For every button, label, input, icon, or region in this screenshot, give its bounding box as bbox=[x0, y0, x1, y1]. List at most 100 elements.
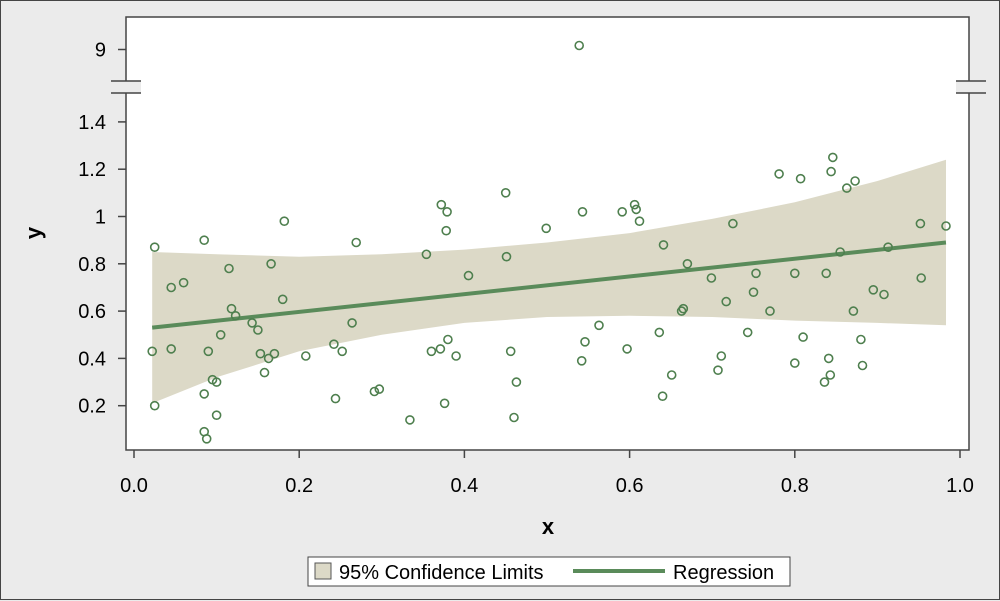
y-tick-label: 1 bbox=[95, 207, 106, 229]
data-point bbox=[501, 251, 512, 262]
x-tick-label: 1.0 bbox=[946, 475, 974, 497]
data-point bbox=[269, 348, 280, 359]
data-point bbox=[594, 320, 604, 331]
data-point bbox=[149, 400, 160, 411]
data-point bbox=[351, 237, 362, 248]
y-tick-label: 1.2 bbox=[78, 159, 106, 181]
confidence-band bbox=[152, 159, 946, 404]
data-point bbox=[374, 384, 385, 394]
y-tick-label: 0.8 bbox=[78, 254, 106, 276]
legend-label-confidence: 95% Confidence Limits bbox=[339, 562, 544, 584]
data-point bbox=[728, 218, 738, 229]
data-point bbox=[436, 199, 447, 210]
confidence-band-layer bbox=[152, 159, 946, 404]
data-point bbox=[439, 398, 450, 409]
data-point bbox=[819, 377, 830, 387]
scatter-points-layer bbox=[147, 40, 951, 444]
data-point bbox=[253, 325, 263, 335]
data-point bbox=[178, 277, 189, 288]
data-point bbox=[199, 235, 209, 245]
data-point bbox=[369, 386, 380, 397]
x-axis-label: x bbox=[542, 514, 555, 539]
data-point bbox=[879, 289, 889, 300]
x-tick-label: 0.4 bbox=[450, 475, 478, 497]
data-point bbox=[576, 355, 587, 366]
data-point bbox=[774, 169, 784, 179]
data-point bbox=[337, 346, 348, 357]
data-point bbox=[622, 344, 632, 354]
data-point bbox=[441, 225, 452, 236]
data-point bbox=[263, 353, 274, 364]
data-point bbox=[856, 334, 866, 345]
data-point bbox=[666, 370, 677, 380]
legend: 95% Confidence Limits Regression bbox=[307, 556, 791, 587]
data-point bbox=[682, 258, 693, 269]
data-point bbox=[657, 391, 668, 402]
y-tick-label: 0.2 bbox=[78, 396, 106, 418]
legend-swatch-confidence bbox=[314, 562, 332, 580]
data-point bbox=[463, 270, 474, 281]
data-point bbox=[742, 327, 753, 338]
x-tick-label: 0.2 bbox=[285, 475, 313, 497]
data-point bbox=[574, 40, 585, 51]
data-point bbox=[259, 367, 270, 378]
data-point bbox=[166, 344, 176, 354]
data-point bbox=[329, 339, 339, 350]
data-point bbox=[716, 351, 727, 361]
data-point bbox=[765, 306, 775, 316]
data-point bbox=[823, 353, 834, 364]
data-point bbox=[850, 176, 860, 186]
y-axis-label: y bbox=[21, 226, 46, 239]
data-point bbox=[827, 152, 838, 163]
data-point bbox=[713, 365, 723, 376]
data-point bbox=[300, 351, 311, 361]
data-point bbox=[795, 173, 806, 184]
data-point bbox=[580, 336, 590, 347]
data-point bbox=[347, 318, 357, 328]
data-point bbox=[629, 199, 640, 210]
y-tick-label: 0.6 bbox=[78, 301, 106, 323]
data-point bbox=[211, 377, 222, 387]
data-point bbox=[821, 268, 832, 279]
data-point bbox=[230, 310, 241, 321]
axis-break-gap-right bbox=[956, 81, 986, 93]
data-point bbox=[421, 249, 432, 260]
data-point bbox=[617, 207, 628, 217]
data-point bbox=[255, 348, 266, 359]
y-tick-label: 0.4 bbox=[78, 348, 106, 370]
x-tick-label: 0.8 bbox=[781, 475, 809, 497]
data-point bbox=[211, 410, 222, 421]
data-point bbox=[405, 415, 415, 425]
data-point bbox=[916, 273, 927, 283]
data-point bbox=[706, 273, 717, 283]
data-point bbox=[451, 351, 461, 361]
data-point bbox=[676, 306, 687, 316]
data-point bbox=[835, 247, 846, 257]
data-point bbox=[426, 346, 437, 357]
data-point bbox=[658, 240, 669, 250]
data-point bbox=[883, 242, 893, 252]
data-point bbox=[941, 221, 951, 231]
regression-line bbox=[151, 240, 947, 330]
data-point bbox=[826, 166, 836, 177]
legend-box bbox=[307, 556, 791, 587]
data-point bbox=[848, 306, 859, 316]
data-point bbox=[857, 360, 868, 371]
data-point bbox=[509, 412, 519, 423]
data-point bbox=[147, 346, 157, 357]
data-point bbox=[654, 327, 665, 338]
data-point bbox=[798, 332, 808, 342]
x-tick-label: 0.0 bbox=[120, 475, 148, 497]
data-point bbox=[435, 344, 446, 354]
data-point bbox=[277, 294, 288, 305]
data-point bbox=[199, 389, 209, 399]
data-point bbox=[678, 303, 689, 314]
data-point bbox=[577, 207, 588, 217]
data-point bbox=[226, 303, 237, 314]
data-point bbox=[631, 204, 642, 215]
data-point bbox=[789, 358, 800, 368]
data-point bbox=[443, 334, 453, 345]
data-point bbox=[203, 346, 214, 357]
y-axis-ticks: 0.2 0.4 0.6 0.8 1 1.2 1.4 9 bbox=[78, 40, 126, 418]
